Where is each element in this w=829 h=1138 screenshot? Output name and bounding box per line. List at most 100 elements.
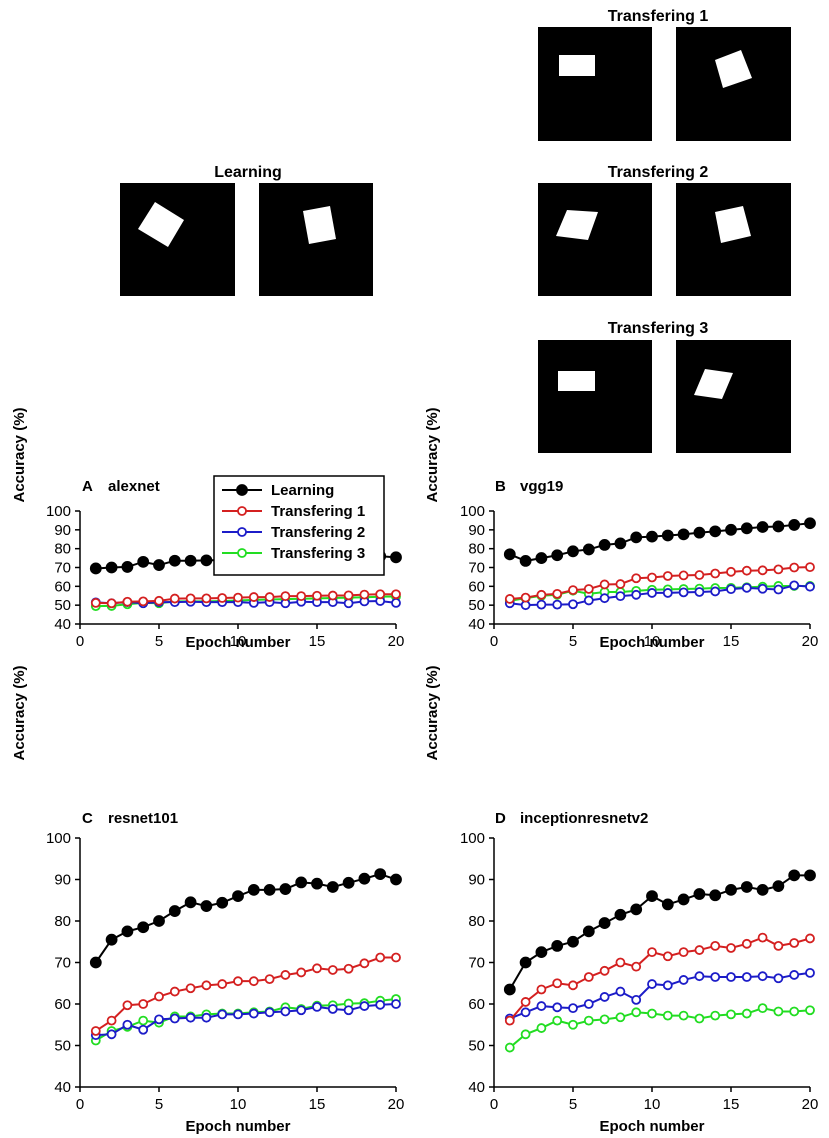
chart-panel-vgg19: B vgg19 Accuracy (%) Epoch number 405060…	[424, 407, 818, 651]
y-tick-label: 90	[54, 872, 71, 889]
data-point-transfering-1	[201, 593, 212, 604]
data-point-transfering-1	[741, 938, 752, 949]
data-point-transfering-2	[631, 994, 642, 1005]
learning-shape-1	[138, 202, 184, 247]
data-point-transfering-1	[122, 1000, 133, 1011]
data-point-learning	[582, 925, 595, 938]
data-point-learning	[567, 935, 579, 948]
data-point-transfering-2	[615, 986, 626, 997]
data-point-transfering-2	[185, 1012, 196, 1023]
data-point-transfering-1	[583, 972, 594, 982]
data-point-transfering-2	[583, 595, 594, 606]
data-point-transfering-1	[520, 592, 531, 603]
data-point-learning	[756, 521, 769, 533]
data-point-transfering-1	[280, 970, 291, 980]
data-point-transfering-1	[343, 963, 354, 974]
panel-title: alexnet	[108, 478, 160, 495]
data-point-transfering-1	[568, 585, 578, 595]
data-point-transfering-2	[106, 1029, 117, 1040]
data-point-learning	[725, 523, 737, 536]
data-point-learning	[646, 530, 658, 543]
data-point-learning	[121, 561, 134, 573]
data-point-transfering-1	[138, 596, 149, 607]
legend-label-transfering-3: Transfering 3	[271, 545, 365, 562]
data-point-learning	[390, 873, 402, 886]
data-point-learning	[614, 908, 627, 921]
data-point-transfering-2	[154, 1014, 164, 1025]
panel-letter: D	[495, 810, 506, 827]
data-point-transfering-3	[710, 1010, 721, 1021]
data-point-learning	[693, 526, 706, 539]
data-point-transfering-1	[90, 1026, 101, 1036]
data-point-transfering-1	[343, 590, 354, 601]
x-tick-label: 10	[644, 1096, 661, 1113]
data-point-transfering-2	[789, 970, 800, 980]
data-point-learning	[677, 528, 690, 541]
data-point-transfering-1	[106, 598, 117, 609]
data-point-transfering-1	[375, 589, 386, 600]
data-point-transfering-1	[504, 1015, 515, 1026]
data-point-transfering-2	[552, 599, 563, 610]
x-axis-label: Epoch number	[599, 634, 704, 651]
data-point-transfering-2	[312, 1002, 322, 1012]
data-point-transfering-2	[741, 582, 752, 593]
data-point-transfering-2	[805, 967, 815, 978]
data-point-learning	[153, 559, 165, 571]
x-tick-label: 20	[802, 633, 819, 650]
transfer-3-image-1	[538, 340, 652, 453]
data-point-learning	[551, 940, 564, 952]
data-point-transfering-1	[710, 941, 721, 951]
y-tick-label: 50	[54, 597, 71, 614]
data-point-transfering-1	[536, 589, 547, 600]
data-point-learning	[263, 883, 276, 896]
legend-label-transfering-1: Transfering 1	[271, 503, 365, 520]
data-point-transfering-1	[647, 947, 657, 958]
data-point-transfering-1	[662, 951, 673, 962]
data-point-learning	[519, 555, 532, 567]
x-tick-label: 15	[723, 633, 740, 650]
y-tick-label: 90	[468, 522, 485, 539]
transfer-1-title: Transfering 1	[608, 8, 709, 25]
data-point-transfering-2	[662, 980, 673, 991]
data-point-transfering-1	[233, 976, 243, 987]
data-point-transfering-1	[217, 979, 228, 989]
x-tick-label: 0	[490, 1096, 498, 1113]
data-point-learning	[121, 925, 134, 938]
data-point-learning	[740, 881, 753, 893]
data-point-learning	[693, 888, 706, 900]
data-point-transfering-3	[504, 1042, 515, 1053]
data-point-transfering-1	[264, 974, 275, 984]
data-point-transfering-2	[710, 586, 721, 597]
data-point-transfering-3	[138, 1015, 149, 1026]
data-point-learning	[788, 519, 801, 531]
data-point-learning	[503, 983, 516, 996]
data-point-learning	[772, 880, 785, 893]
data-point-transfering-1	[805, 933, 815, 944]
x-tick-label: 10	[230, 633, 247, 650]
y-axis-label: Accuracy (%)	[424, 665, 441, 760]
data-point-learning	[804, 869, 816, 882]
transfer-2-title: Transfering 2	[608, 164, 709, 181]
panel-title: vgg19	[520, 478, 563, 495]
data-point-transfering-1	[631, 573, 642, 584]
data-point-transfering-1	[568, 980, 578, 991]
data-point-transfering-2	[520, 1007, 531, 1018]
transfer-1-image-1	[538, 27, 652, 141]
data-point-learning	[535, 946, 548, 959]
x-tick-label: 20	[802, 1096, 819, 1113]
data-point-transfering-1	[359, 958, 370, 969]
data-point-learning	[804, 517, 816, 530]
data-point-transfering-1	[264, 592, 275, 602]
x-tick-label: 5	[155, 1096, 163, 1113]
data-point-transfering-2	[280, 1006, 291, 1017]
data-point-transfering-2	[343, 1005, 354, 1016]
data-point-learning	[374, 868, 387, 881]
transfer-3-shape-2	[694, 369, 733, 399]
data-point-transfering-1	[248, 592, 259, 602]
data-point-transfering-3	[568, 1019, 578, 1030]
data-point-transfering-3	[773, 1006, 784, 1017]
data-point-transfering-1	[280, 591, 291, 602]
data-point-learning	[598, 917, 611, 929]
data-point-transfering-1	[710, 568, 721, 579]
